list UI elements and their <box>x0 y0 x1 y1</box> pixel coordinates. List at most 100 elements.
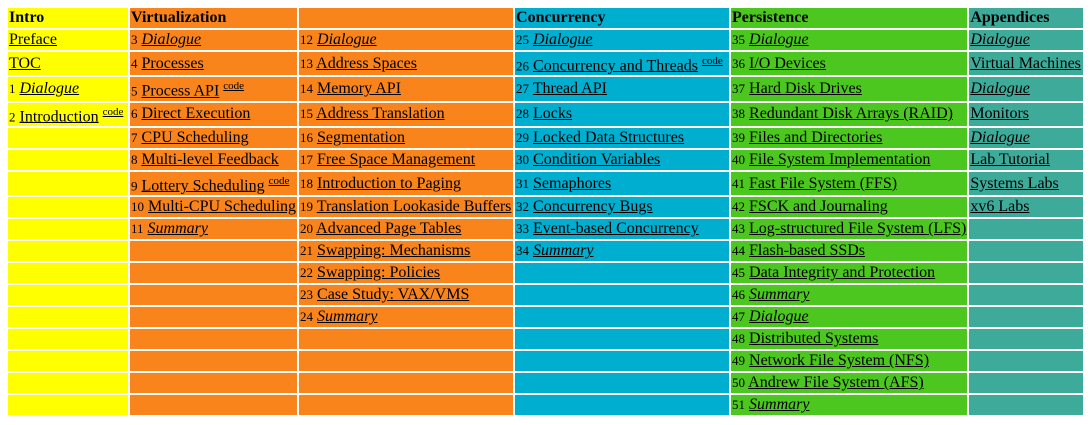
chapter-link[interactable]: Concurrency Bugs <box>533 198 653 216</box>
table-row: 11 Summary 20 Advanced Page Tables 33 Even… <box>8 219 1084 240</box>
chapter-cell-concurrency <box>515 285 730 306</box>
chapter-link[interactable]: Lab Tutorial <box>970 150 1050 168</box>
chapter-link[interactable]: Redundant Disk Arrays (RAID) <box>749 105 953 123</box>
chapter-link[interactable]: Network File System (NFS) <box>749 352 930 370</box>
chapter-link[interactable]: I/O Devices <box>749 54 826 72</box>
chapter-cell-virtualization: 3 Dialogue <box>130 30 298 50</box>
chapter-number: 9 <box>131 178 138 194</box>
chapter-link[interactable]: Dialogue <box>749 31 809 48</box>
chapter-link[interactable]: Multi-CPU Scheduling <box>148 198 297 216</box>
chapter-link[interactable]: Monitors <box>970 105 1029 123</box>
chapter-link[interactable]: Files and Directories <box>749 128 883 146</box>
chapter-number: 29 <box>516 129 530 145</box>
chapter-link[interactable]: Advanced Page Tables <box>316 220 462 238</box>
chapter-cell-virtualization: 7 CPU Scheduling <box>130 127 298 148</box>
chapter-link[interactable]: Summary <box>749 396 810 414</box>
chapter-link[interactable]: Multi-level Feedback <box>141 150 279 168</box>
chapter-link[interactable]: Preface <box>9 31 57 48</box>
chapter-cell-appendices <box>969 373 1084 394</box>
chapter-link[interactable]: Condition Variables <box>533 150 661 168</box>
chapter-link[interactable]: Systems Labs <box>970 174 1059 192</box>
chapter-link[interactable]: Direct Execution <box>141 105 251 123</box>
table-row: 22 Swapping: Policies 45 Data Integrity a… <box>8 263 1084 284</box>
chapter-link[interactable]: Andrew File System (AFS) <box>748 374 924 392</box>
chapter-link[interactable]: Dialogue <box>141 31 202 48</box>
chapter-link[interactable]: Dialogue <box>19 79 80 97</box>
chapter-link[interactable]: Processes <box>141 54 204 72</box>
chapter-link[interactable]: CPU Scheduling <box>141 128 249 146</box>
chapter-link[interactable]: Introduction <box>19 107 99 125</box>
chapter-cell-appendices <box>969 395 1084 416</box>
chapter-link[interactable]: Swapping: Mechanisms <box>317 242 471 260</box>
chapter-link[interactable]: Thread API <box>532 79 607 97</box>
chapter-cell-concurrency: 31 Semaphores <box>515 171 730 196</box>
chapter-link[interactable]: FSCK and Journaling <box>749 198 888 216</box>
chapter-number: 2 <box>9 108 16 124</box>
chapter-cell-intro <box>8 329 128 350</box>
chapter-cell-appendices <box>969 285 1084 306</box>
chapter-link[interactable]: Event-based Concurrency <box>533 220 699 238</box>
chapter-cell-virtualization: 6 Direct Execution <box>130 102 298 126</box>
chapter-link[interactable]: Segmentation <box>317 128 405 146</box>
chapter-link[interactable]: Dialogue <box>749 308 809 326</box>
chapter-cell-virtualization: 4 Processes <box>130 52 298 76</box>
chapter-number: 20 <box>300 221 314 237</box>
chapter-cell-appendices: Monitors <box>969 102 1084 126</box>
chapter-link[interactable]: TOC <box>9 54 41 72</box>
chapter-link[interactable]: Locks <box>533 105 573 123</box>
chapter-cell-concurrency: 27 Thread API <box>515 77 730 101</box>
chapter-link[interactable]: Virtual Machines <box>970 54 1081 72</box>
code-link[interactable]: code <box>268 174 290 187</box>
chapter-link[interactable]: Summary <box>533 242 594 260</box>
table-row: 8 Multi-level Feedback 17 Free Space Mana… <box>8 149 1084 170</box>
chapter-cell-virtualization: 5 Process API code <box>130 77 298 101</box>
chapter-link[interactable]: File System Implementation <box>749 150 931 168</box>
chapter-cell-virtualization-cont: 18 Introduction to Paging <box>299 171 514 196</box>
chapter-link[interactable]: Hard Disk Drives <box>749 79 862 97</box>
chapter-link[interactable]: Dialogue <box>970 31 1030 48</box>
chapter-link[interactable]: Summary <box>749 286 810 304</box>
chapter-link[interactable]: Lottery Scheduling <box>141 177 265 195</box>
chapter-link[interactable]: Concurrency and Threads <box>533 57 698 75</box>
chapter-link[interactable]: Process API <box>141 82 220 100</box>
chapter-link[interactable]: Memory API <box>317 79 402 97</box>
chapter-number: 40 <box>732 151 746 167</box>
chapter-link[interactable]: Log-structured File System (LFS) <box>749 220 967 238</box>
chapter-link[interactable]: Case Study: VAX/VMS <box>317 286 470 304</box>
chapter-link[interactable]: Dialogue <box>533 31 593 48</box>
chapter-link[interactable]: Distributed Systems <box>749 330 879 348</box>
chapter-link[interactable]: Locked Data Structures <box>533 128 685 146</box>
chapter-link[interactable]: Summary <box>317 308 378 326</box>
chapter-cell-persistence: 38 Redundant Disk Arrays (RAID) <box>731 102 968 126</box>
chapter-link[interactable]: Fast File System (FFS) <box>749 174 898 192</box>
chapter-cell-virtualization: 10 Multi-CPU Scheduling <box>130 197 298 218</box>
chapter-cell-appendices <box>969 241 1084 262</box>
table-row: TOC 4 Processes 13 Address Spaces 26 Concur… <box>8 52 1084 76</box>
table-row: 49 Network File System (NFS) <box>8 351 1084 372</box>
chapter-link[interactable]: Address Spaces <box>316 54 418 72</box>
code-link[interactable]: code <box>702 55 723 67</box>
code-link[interactable]: code <box>102 105 124 118</box>
chapter-link[interactable]: Dialogue <box>317 31 377 48</box>
chapter-cell-virtualization-cont: 15 Address Translation <box>299 102 514 126</box>
chapter-link[interactable]: Summary <box>147 220 208 238</box>
chapter-cell-appendices: xv6 Labs <box>969 197 1084 218</box>
code-link[interactable]: code <box>223 80 245 93</box>
chapter-link[interactable]: Flash-based SSDs <box>749 242 866 260</box>
chapter-link[interactable]: Semaphores <box>533 174 612 192</box>
chapter-number: 34 <box>516 243 530 259</box>
chapter-number: 24 <box>300 309 314 325</box>
chapter-link[interactable]: Data Integrity and Protection <box>749 264 936 282</box>
chapter-table: Intro Virtualization Concurrency Persist… <box>6 6 1085 417</box>
chapter-link[interactable]: Translation Lookaside Buffers <box>316 198 512 216</box>
chapter-cell-virtualization <box>130 307 298 328</box>
chapter-link[interactable]: Free Space Management <box>317 150 476 168</box>
chapter-link[interactable]: Dialogue <box>970 79 1030 97</box>
chapter-link[interactable]: Address Translation <box>316 105 445 123</box>
chapter-link[interactable]: Swapping: Policies <box>317 264 441 282</box>
chapter-link[interactable]: Introduction to Paging <box>317 174 461 192</box>
chapter-link[interactable]: Dialogue <box>970 128 1030 146</box>
chapter-link[interactable]: xv6 Labs <box>970 198 1030 216</box>
chapter-cell-virtualization: 9 Lottery Scheduling code <box>130 171 298 196</box>
chapter-cell-intro: Preface <box>8 30 128 50</box>
